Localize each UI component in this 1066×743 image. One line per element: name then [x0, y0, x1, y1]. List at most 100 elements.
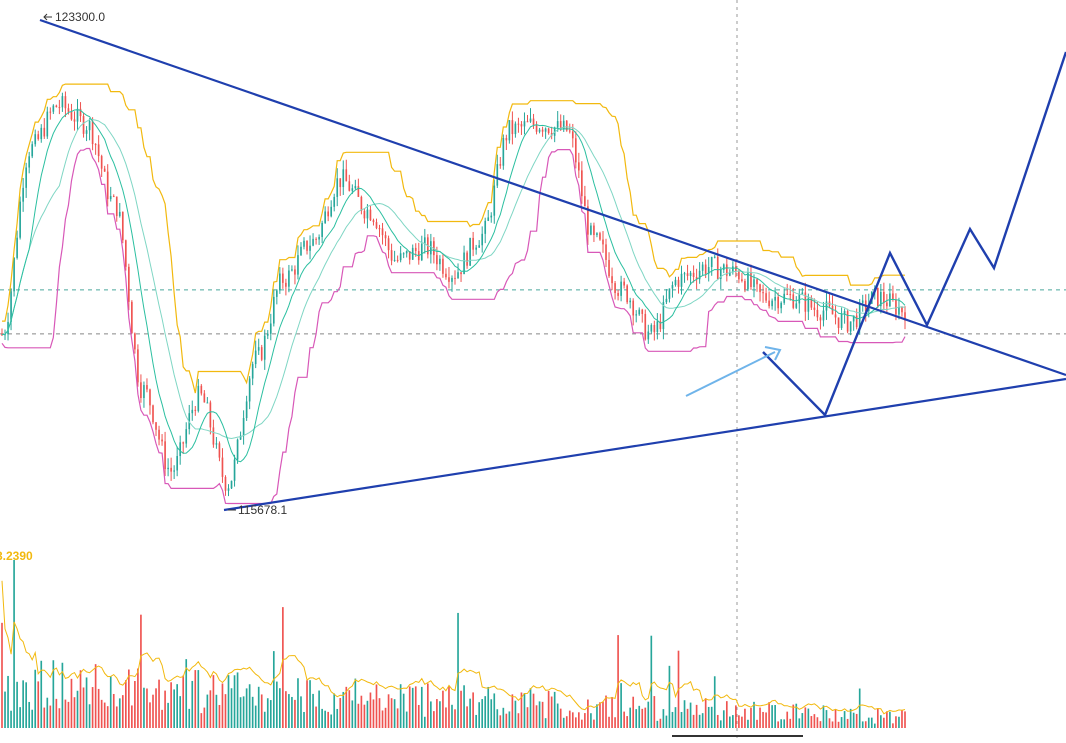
volume-bar	[904, 711, 906, 728]
volume-bar	[315, 706, 317, 728]
candle-body	[846, 311, 849, 332]
candle-body	[269, 323, 272, 334]
candle-body	[855, 315, 858, 328]
volume-bar	[318, 690, 320, 728]
volume-bar	[689, 702, 692, 728]
volume-bar	[547, 690, 550, 728]
volume-bar	[901, 709, 903, 728]
candle-body	[143, 385, 145, 399]
candle-body	[94, 144, 97, 146]
candle-body	[508, 120, 511, 141]
volume-bar	[665, 715, 668, 728]
candle-body	[233, 459, 236, 481]
volume-bar	[574, 717, 577, 728]
volume-bar	[870, 717, 873, 728]
volume-bar	[704, 698, 707, 728]
volume-bar	[457, 612, 459, 728]
candle-body	[765, 293, 767, 301]
volume-bar	[218, 704, 221, 728]
candle-body	[137, 349, 139, 383]
volume-bar	[759, 707, 761, 728]
volume-bar	[762, 711, 764, 728]
volume-bar	[614, 717, 616, 728]
volume-bar	[291, 696, 293, 728]
candle-body	[191, 409, 194, 414]
volume-bar	[756, 719, 758, 728]
volume-bar	[445, 707, 447, 728]
candle-body	[487, 217, 490, 221]
candle-body	[611, 276, 613, 284]
candle-body	[738, 271, 740, 280]
volume-bar	[698, 714, 701, 728]
candle-body	[430, 241, 432, 255]
candle-body	[49, 111, 52, 113]
volume-bar	[167, 702, 169, 728]
candle-body	[324, 211, 326, 224]
volume-bar	[294, 699, 296, 728]
volume-bar	[753, 701, 755, 728]
candle-body	[813, 307, 816, 310]
candle-body	[680, 273, 683, 287]
candle-body	[590, 225, 592, 235]
volume-bar	[405, 711, 408, 728]
volume-bar	[481, 699, 484, 728]
volume-bar	[436, 699, 438, 728]
candle-body	[484, 220, 487, 234]
candle-body	[239, 435, 242, 440]
volume-bar	[158, 679, 160, 728]
candle-body	[369, 209, 372, 221]
volume-bar	[360, 695, 363, 728]
candle-body	[37, 134, 40, 140]
candle-body	[16, 237, 18, 258]
candle-body	[363, 210, 366, 219]
candle-body	[843, 311, 846, 315]
candle-body	[713, 256, 716, 258]
volume-bar	[1, 622, 3, 728]
candle-body	[115, 196, 118, 217]
candle-body	[792, 294, 795, 308]
volume-bar	[828, 718, 831, 728]
candle-body	[520, 124, 523, 127]
volume-bar	[399, 684, 402, 728]
volume-value-label: 3.2390	[0, 549, 33, 563]
volume-bar	[34, 669, 37, 728]
candle-body	[291, 269, 293, 271]
volume-bar	[13, 560, 15, 728]
candle-body	[360, 196, 363, 211]
candle-body	[88, 120, 91, 131]
volume-bar	[176, 684, 178, 728]
candle-body	[420, 243, 423, 261]
candle-body	[502, 138, 505, 166]
volume-bar	[487, 686, 490, 728]
candle-body	[46, 111, 49, 137]
volume-bar	[134, 680, 136, 728]
volume-bar	[798, 718, 801, 728]
candle-body	[152, 405, 154, 423]
candle-body	[469, 237, 471, 266]
volume-bar	[886, 711, 888, 728]
descending-trendline	[39, 18, 1066, 377]
volume-bar	[810, 716, 813, 728]
volume-bar	[641, 708, 644, 728]
volume-bar	[713, 676, 716, 728]
volume-bar	[85, 677, 88, 728]
candle-body	[408, 251, 411, 260]
volume-bar	[200, 713, 203, 728]
volume-bar	[780, 719, 783, 728]
volume-bar	[744, 708, 746, 728]
candle-body	[559, 121, 562, 130]
candle-body	[79, 108, 82, 117]
candle-body	[499, 164, 502, 166]
volume-bar	[490, 699, 493, 728]
volume-bar	[197, 670, 200, 728]
candle-body	[526, 121, 529, 123]
volume-bar	[4, 691, 6, 728]
volume-bar	[106, 706, 109, 728]
candle-body	[801, 292, 804, 294]
volume-bar	[617, 635, 619, 728]
candle-body	[656, 321, 659, 333]
candle-body	[245, 401, 248, 419]
volume-bar	[593, 719, 595, 728]
ma-fast-line	[1, 109, 906, 463]
